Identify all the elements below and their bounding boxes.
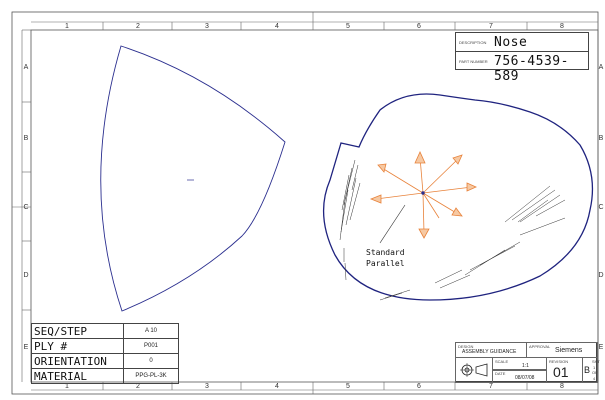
orientation-value: 0 xyxy=(123,353,179,369)
third-angle-projection-icon xyxy=(460,363,488,377)
of-value: 4 xyxy=(593,376,596,381)
ply-nose-outline[interactable] xyxy=(322,93,594,301)
date-label: DATE xyxy=(495,371,506,376)
seq-step-value: A 10 xyxy=(123,323,179,339)
zone-col-2: 2 xyxy=(136,23,140,30)
zone-col-3: 3 xyxy=(205,383,209,390)
zone-column-labels-top: 1 2 3 4 5 6 7 8 xyxy=(65,23,564,30)
zone-row-labels-left: A B C D E xyxy=(23,64,28,351)
zone-row-d: D xyxy=(23,272,28,279)
part-number-row: PART NUMBER 756-4539-589 xyxy=(456,52,588,84)
description-value: Nose xyxy=(494,35,528,50)
zone-row-c: C xyxy=(23,204,28,211)
zone-col-7: 7 xyxy=(489,383,493,390)
approval-label: APPROVAL xyxy=(529,344,551,349)
zone-row-b: B xyxy=(24,135,29,142)
zone-row-c: C xyxy=(598,204,603,211)
zone-col-5: 5 xyxy=(346,23,350,30)
zone-col-8: 8 xyxy=(560,23,564,30)
description-block: DESCRIPTION Nose PART NUMBER 756-4539-58… xyxy=(455,32,589,84)
date-cell: DATE 08/07/08 xyxy=(492,369,547,383)
zone-col-7: 7 xyxy=(489,23,493,30)
zone-col-3: 3 xyxy=(205,23,209,30)
zone-col-2: 2 xyxy=(136,383,140,390)
size-value: B xyxy=(584,365,591,375)
fiber-orientation-rosette xyxy=(369,151,477,239)
description-label: DESCRIPTION xyxy=(459,40,487,45)
scale-value: 1:1 xyxy=(522,363,529,369)
revision-label: REVISION xyxy=(549,359,569,364)
zone-col-4: 4 xyxy=(275,383,279,390)
ply-info-table: SEQ/STEP A 10 PLY # P001 ORIENTATION 0 M… xyxy=(31,323,179,384)
ply-number-value: P001 xyxy=(123,338,179,354)
seq-step-key: SEQ/STEP xyxy=(31,323,124,339)
part-number-value: 756-4539-589 xyxy=(494,54,569,84)
design-value: ASSEMBLY GUIDANCE xyxy=(462,349,517,355)
approval-value: Siemens xyxy=(555,347,583,354)
projection-symbol-cell xyxy=(455,357,493,383)
orientation-key: ORIENTATION xyxy=(31,353,124,369)
size-sheet-cell: B SHT 1 OF 4 xyxy=(582,357,600,383)
zone-row-labels-right: A B C D E xyxy=(598,64,603,351)
ply-flat-pattern-left[interactable] xyxy=(100,45,286,312)
zone-col-1: 1 xyxy=(65,383,69,390)
ply-hatch-marks xyxy=(339,159,566,301)
annotation-line-1: Standard xyxy=(366,248,405,257)
description-row: DESCRIPTION Nose xyxy=(456,33,588,52)
of-label: OF xyxy=(592,370,598,375)
zone-dividers xyxy=(12,12,599,394)
zone-col-6: 6 xyxy=(417,383,421,390)
table-row: SEQ/STEP A 10 xyxy=(31,323,179,339)
scale-label: SCALE xyxy=(495,359,509,364)
zone-row-e: E xyxy=(24,344,29,351)
ply-number-key: PLY # xyxy=(31,338,124,354)
zone-col-1: 1 xyxy=(65,23,69,30)
sheet-value: 1 xyxy=(593,365,596,370)
date-value: 08/07/08 xyxy=(515,375,535,381)
table-row: ORIENTATION 0 xyxy=(31,353,179,369)
design-label: DESIGN xyxy=(458,344,474,349)
design-cell: DESIGN ASSEMBLY GUIDANCE xyxy=(455,342,527,358)
zone-column-labels-bottom: 1 2 3 4 5 6 7 8 xyxy=(65,383,564,390)
annotation-line-2: Parallel xyxy=(366,259,405,268)
material-value: PPG-PL-3K xyxy=(123,368,179,384)
title-block: DESIGN ASSEMBLY GUIDANCE APPROVAL Siemen… xyxy=(455,342,600,383)
sheet-label: SHT xyxy=(592,359,600,364)
material-key: MATERIAL xyxy=(31,368,124,384)
zone-row-d: D xyxy=(598,272,603,279)
zone-row-e: E xyxy=(599,344,604,351)
table-row: PLY # P001 xyxy=(31,338,179,354)
approval-cell: APPROVAL Siemens xyxy=(526,342,598,358)
standard-parallel-label: Standard Parallel xyxy=(366,247,405,269)
part-number-label: PART NUMBER xyxy=(459,59,488,64)
zone-col-6: 6 xyxy=(417,23,421,30)
zone-col-4: 4 xyxy=(275,23,279,30)
zone-row-a: A xyxy=(24,64,29,71)
revision-value: 01 xyxy=(553,364,569,380)
annotation-leader xyxy=(379,204,406,244)
table-row: MATERIAL PPG-PL-3K xyxy=(31,368,179,384)
zone-col-8: 8 xyxy=(560,383,564,390)
zone-col-5: 5 xyxy=(346,383,350,390)
zone-row-a: A xyxy=(599,64,604,71)
revision-cell: REVISION 01 xyxy=(546,357,583,383)
zone-row-b: B xyxy=(599,135,604,142)
